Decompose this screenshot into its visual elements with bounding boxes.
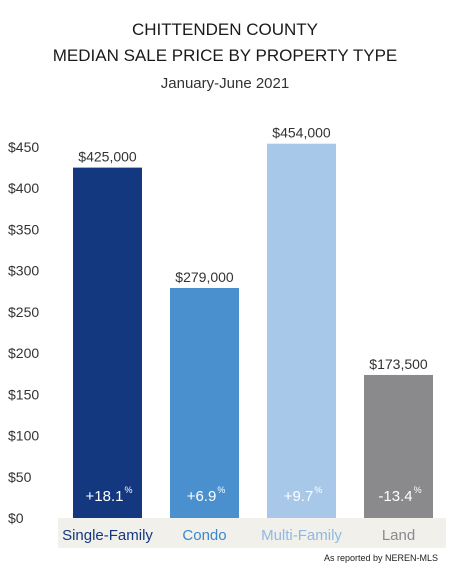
category-band <box>58 518 446 548</box>
source-note: As reported by NEREN-MLS <box>323 553 438 563</box>
x-category-label: Single-Family <box>62 527 153 544</box>
y-tick-label: $250 <box>8 304 39 320</box>
chart-subtitle: January-June 2021 <box>160 75 290 92</box>
y-tick-label: $350 <box>8 221 39 237</box>
bar-change-unit: % <box>314 485 322 495</box>
bar-change-label: -13.4 <box>378 488 412 505</box>
bar-change-unit: % <box>124 485 132 495</box>
bar <box>73 167 142 518</box>
y-tick-label: $0 <box>8 510 24 526</box>
bar <box>170 287 239 518</box>
y-tick-label: $200 <box>8 345 39 361</box>
bar-change-unit: % <box>217 485 225 495</box>
bar <box>364 374 433 518</box>
y-tick-label: $450 <box>8 139 39 155</box>
bar-change-label: +6.9 <box>187 488 217 505</box>
chart-title-line-1: CHITTENDEN COUNTY <box>131 20 319 39</box>
y-tick-label: $300 <box>8 263 39 279</box>
bar-value-label: $279,000 <box>175 269 234 285</box>
bar-change-unit: % <box>414 485 422 495</box>
x-category-label: Land <box>382 527 415 544</box>
chart-title-line-2: MEDIAN SALE PRICE BY PROPERTY TYPE <box>52 46 398 65</box>
x-category-label: Multi-Family <box>261 527 342 544</box>
bar-value-label: $454,000 <box>272 125 331 141</box>
y-tick-label: $50 <box>8 469 32 485</box>
bar-change-label: +9.7 <box>284 488 314 505</box>
bar-change-label: +18.1 <box>86 488 124 505</box>
bar-value-label: $425,000 <box>78 149 137 165</box>
y-tick-label: $100 <box>8 428 39 444</box>
bar <box>267 143 336 519</box>
y-tick-label: $400 <box>8 180 39 196</box>
y-tick-label: $150 <box>8 386 39 402</box>
x-category-label: Condo <box>182 527 226 544</box>
bar-value-label: $173,500 <box>369 356 428 372</box>
